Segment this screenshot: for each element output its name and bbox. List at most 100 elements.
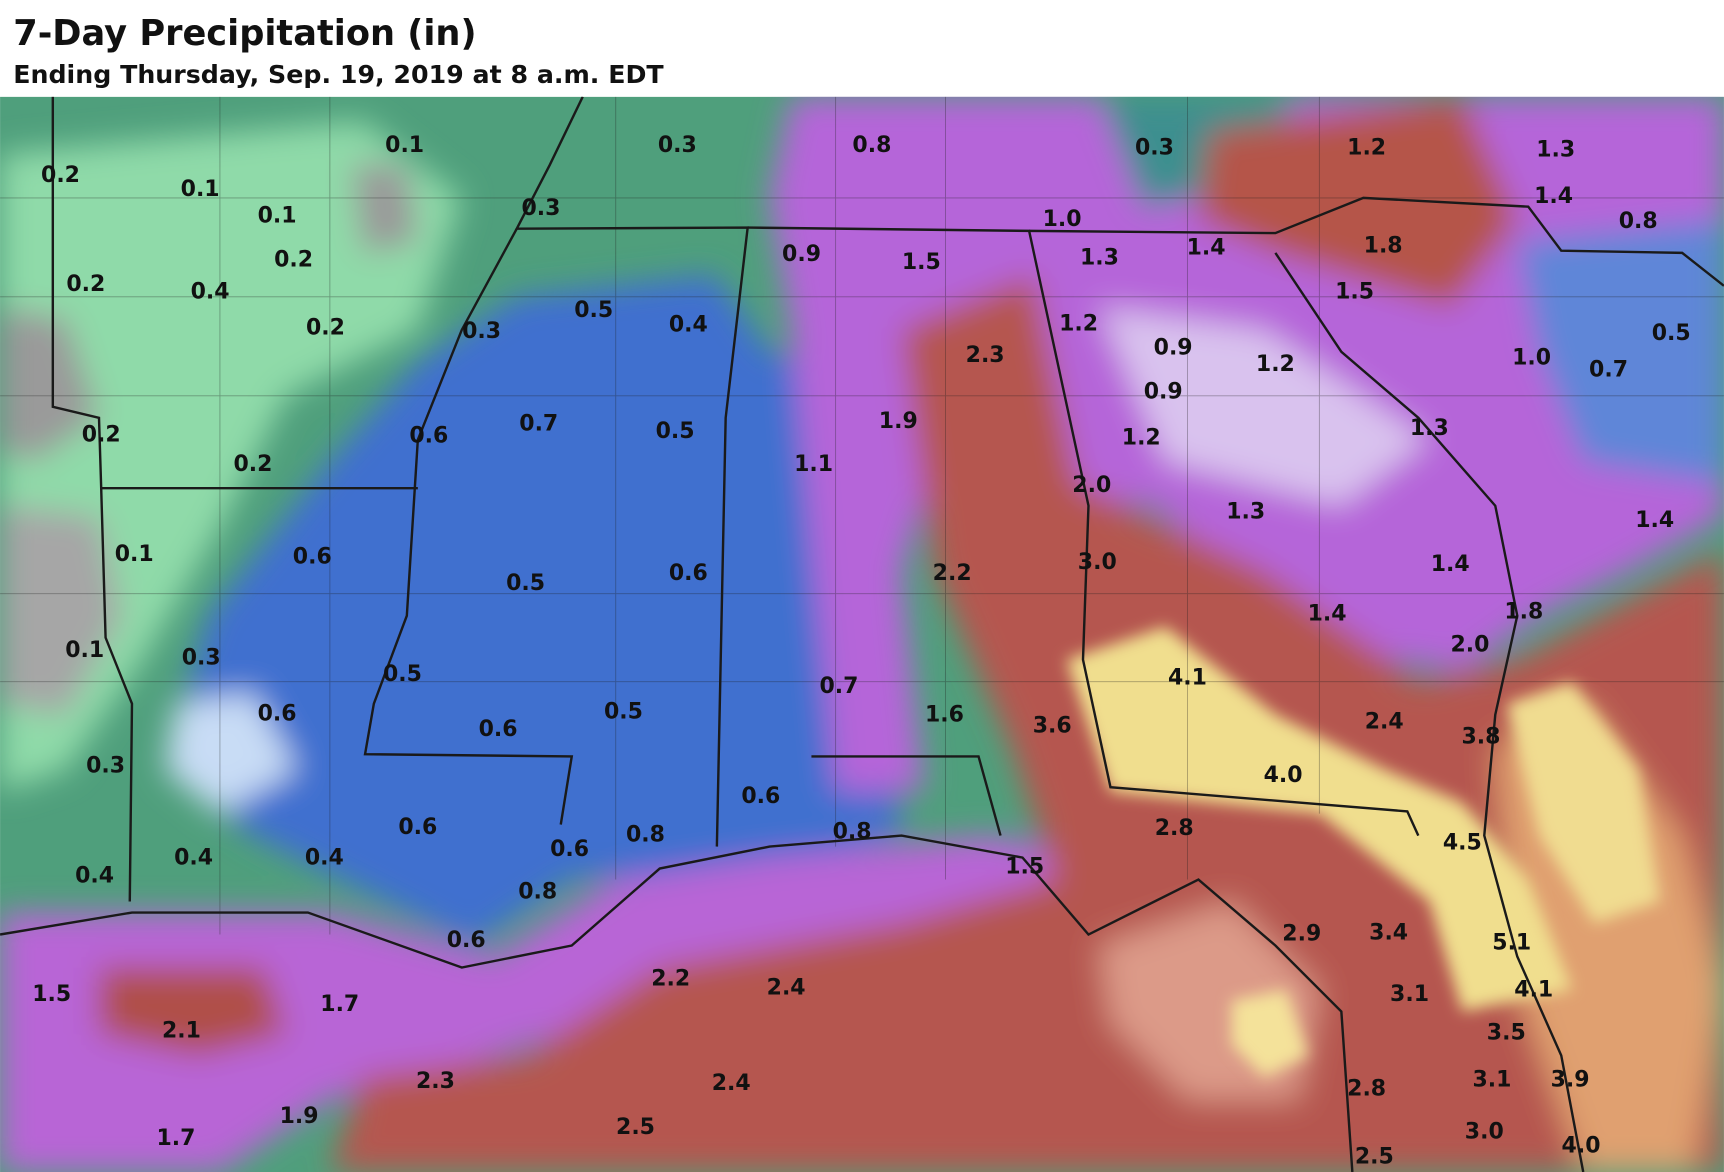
precip-label: 0.8: [626, 823, 665, 848]
precip-label: 1.2: [1122, 426, 1161, 451]
precip-label: 3.8: [1462, 725, 1501, 750]
precip-label: 0.2: [233, 452, 272, 477]
precip-label: 0.7: [819, 674, 858, 699]
precip-label: 1.4: [1635, 508, 1674, 533]
precip-label: 2.3: [416, 1069, 455, 1094]
value-labels: 0.1 0.3 0.8 0.3 1.2 1.3 0.2 0.1 0.1 0.3 1.4 0.8 1.0 1…: [32, 133, 1690, 1169]
precip-label: 0.6: [479, 717, 518, 742]
yellow-area: [1231, 989, 1309, 1078]
precip-label: 1.4: [1308, 602, 1347, 627]
red-area: [329, 274, 1724, 1172]
precip-label: 0.1: [65, 638, 104, 663]
precip-label: 0.3: [86, 753, 125, 778]
precip-label: 2.4: [767, 975, 806, 1000]
state-line: [514, 96, 750, 847]
precip-label: 0.5: [604, 699, 643, 724]
precip-label: 1.4: [1534, 184, 1573, 209]
precip-label: 0.3: [462, 319, 501, 344]
state-line: [99, 488, 134, 902]
precip-label: 1.5: [902, 250, 941, 275]
precip-label: 0.6: [398, 815, 437, 840]
precip-label: 1.1: [794, 452, 833, 477]
precip-label: 1.5: [1005, 854, 1044, 879]
precip-label: 0.6: [258, 702, 297, 727]
precip-label: 0.8: [833, 819, 872, 844]
yellow-area: [1506, 681, 1661, 924]
precip-label: 0.3: [522, 196, 561, 221]
precip-label: 0.8: [852, 133, 891, 158]
precip-label: 2.5: [1355, 1145, 1394, 1170]
precip-label: 0.3: [182, 646, 221, 671]
precip-label: 0.3: [1135, 135, 1174, 160]
precip-label: 0.5: [656, 419, 695, 444]
precip-label: 3.6: [1033, 714, 1072, 739]
purple-gulf: [0, 835, 1100, 1172]
title: 7-Day Precipitation (in): [13, 13, 476, 54]
precip-label: 2.8: [1347, 1077, 1386, 1102]
precip-label: 1.6: [925, 703, 964, 728]
state-line: [811, 755, 1002, 836]
precip-label: 1.5: [32, 982, 71, 1007]
precip-label: 1.8: [1504, 599, 1543, 624]
precip-label: 1.4: [1431, 552, 1470, 577]
precip-label: 0.1: [181, 177, 220, 202]
precip-label: 3.4: [1369, 920, 1408, 945]
precip-label: 2.1: [162, 1018, 201, 1043]
precip-label: 1.9: [879, 409, 918, 434]
red-ne: [1198, 96, 1518, 308]
precip-label: 0.7: [519, 411, 558, 436]
precip-label: 0.8: [518, 880, 557, 905]
precip-label: 3.0: [1078, 550, 1117, 575]
header-bg: [0, 0, 1724, 97]
precip-label: 2.8: [1155, 816, 1194, 841]
gray-area: [0, 505, 121, 715]
state-line: [1274, 252, 1585, 1172]
precip-label: 0.1: [115, 542, 154, 567]
precip-label: 2.4: [712, 1071, 751, 1096]
boundaries: [0, 96, 1724, 1172]
precip-label: 1.5: [1335, 279, 1374, 304]
precip-label: 1.7: [320, 992, 359, 1017]
precip-label: 4.1: [1168, 665, 1207, 690]
precip-label: 2.5: [616, 1115, 655, 1140]
blue-ne: [1517, 219, 1724, 484]
precip-label: 0.9: [1144, 379, 1183, 404]
precip-label: 1.3: [1410, 416, 1449, 441]
precip-label: 2.2: [651, 967, 690, 992]
precip-label: 0.4: [174, 846, 213, 871]
precip-label: 0.9: [782, 242, 821, 267]
precip-label: 2.2: [933, 561, 972, 586]
precip-label: 3.1: [1390, 982, 1429, 1007]
lavender-area: [1099, 307, 1430, 506]
precip-label: 2.0: [1072, 473, 1111, 498]
precip-field: 0.1 0.3 0.8 0.3 1.2 1.3 0.2 0.1 0.1 0.3 1.4 0.8 1.0 1…: [0, 96, 1724, 1172]
precip-label: 4.0: [1562, 1134, 1601, 1159]
precip-label: 0.3: [658, 133, 697, 158]
precip-label: 0.2: [41, 163, 80, 188]
precip-label: 1.9: [280, 1104, 319, 1129]
precip-label: 0.6: [293, 544, 332, 569]
precip-label: 1.3: [1080, 245, 1119, 270]
precip-label: 1.7: [156, 1126, 195, 1151]
precip-label: 2.4: [1365, 709, 1404, 734]
gray-area: [0, 307, 99, 462]
coastline: [0, 834, 1354, 1172]
precip-label: 1.4: [1187, 235, 1226, 260]
precip-label: 1.0: [1512, 345, 1551, 370]
state-line: [1029, 196, 1724, 287]
precip-label: 3.0: [1465, 1119, 1504, 1144]
precip-label: 1.8: [1364, 233, 1403, 258]
precip-label: 0.2: [66, 272, 105, 297]
precip-label: 0.5: [574, 298, 613, 323]
teal-ne: [1099, 96, 1298, 209]
field-peaks: [1066, 626, 1661, 1078]
precip-label: 0.1: [385, 133, 424, 158]
precip-label: 0.4: [669, 312, 708, 337]
precip-label: 0.6: [669, 561, 708, 586]
precip-label: 0.1: [258, 204, 297, 229]
state-line: [51, 96, 418, 490]
precip-label: 5.1: [1492, 930, 1531, 955]
precip-label: 0.4: [75, 863, 114, 888]
